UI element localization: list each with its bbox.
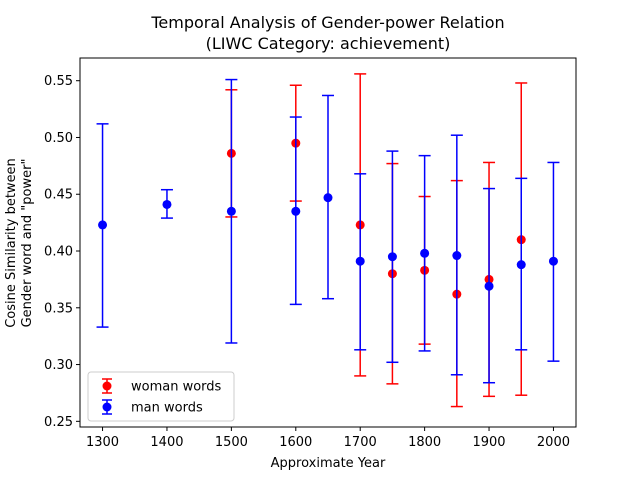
data-point [516, 260, 526, 270]
legend-marker [102, 381, 112, 391]
data-point [452, 251, 462, 261]
data-point [355, 256, 365, 266]
y-axis-label-line-2: Gender word and "power" [20, 159, 35, 328]
data-point [387, 252, 397, 262]
x-tick-label: 1400 [150, 435, 183, 450]
x-tick-label: 1600 [279, 435, 312, 450]
series-0 [225, 73, 528, 408]
x-tick-label: 1900 [472, 435, 505, 450]
chart-title-line-2: (LIWC Category: achievement) [206, 34, 451, 53]
x-axis-label: Approximate Year [271, 456, 386, 471]
chart-title-line-1: Temporal Analysis of Gender-power Relati… [150, 13, 504, 32]
data-point [420, 248, 430, 258]
series-1 [96, 78, 560, 384]
y-tick-label: 0.35 [44, 301, 73, 316]
legend-label: man words [131, 401, 203, 416]
legend-entries: woman words man words [102, 378, 222, 416]
data-point [98, 220, 108, 230]
data-point [323, 193, 333, 203]
data-point [291, 206, 301, 216]
y-tick-label: 0.30 [44, 358, 73, 373]
y-axis-label: Cosine Similarity between Gender word an… [4, 158, 35, 328]
x-tick-label: 1800 [408, 435, 441, 450]
y-tick-label: 0.45 [44, 188, 73, 203]
chart-marks [96, 73, 560, 408]
legend-box [87, 371, 235, 422]
y-axis-ticks: 0.25 0.30 0.35 0.40 0.45 0.50 0.55 [44, 74, 80, 430]
y-tick-label: 0.50 [44, 131, 73, 146]
legend: woman words man words [87, 371, 235, 422]
data-point [226, 206, 236, 216]
x-tick-label: 2000 [537, 435, 570, 450]
x-axis-ticks: 1300 1400 1500 1600 1700 1800 1900 2000 [86, 427, 570, 450]
y-tick-label: 0.25 [44, 415, 73, 430]
data-point [162, 199, 172, 209]
y-axis-label-line-1: Cosine Similarity between [4, 158, 19, 328]
data-point [548, 256, 558, 266]
x-tick-label: 1700 [344, 435, 377, 450]
y-tick-label: 0.55 [44, 74, 73, 89]
y-tick-label: 0.40 [44, 245, 73, 260]
plot-frame [79, 57, 577, 428]
legend-marker [102, 402, 112, 412]
data-point [484, 281, 494, 291]
x-tick-label: 1500 [215, 435, 248, 450]
legend-label: woman words [131, 380, 222, 395]
x-tick-label: 1300 [86, 435, 119, 450]
